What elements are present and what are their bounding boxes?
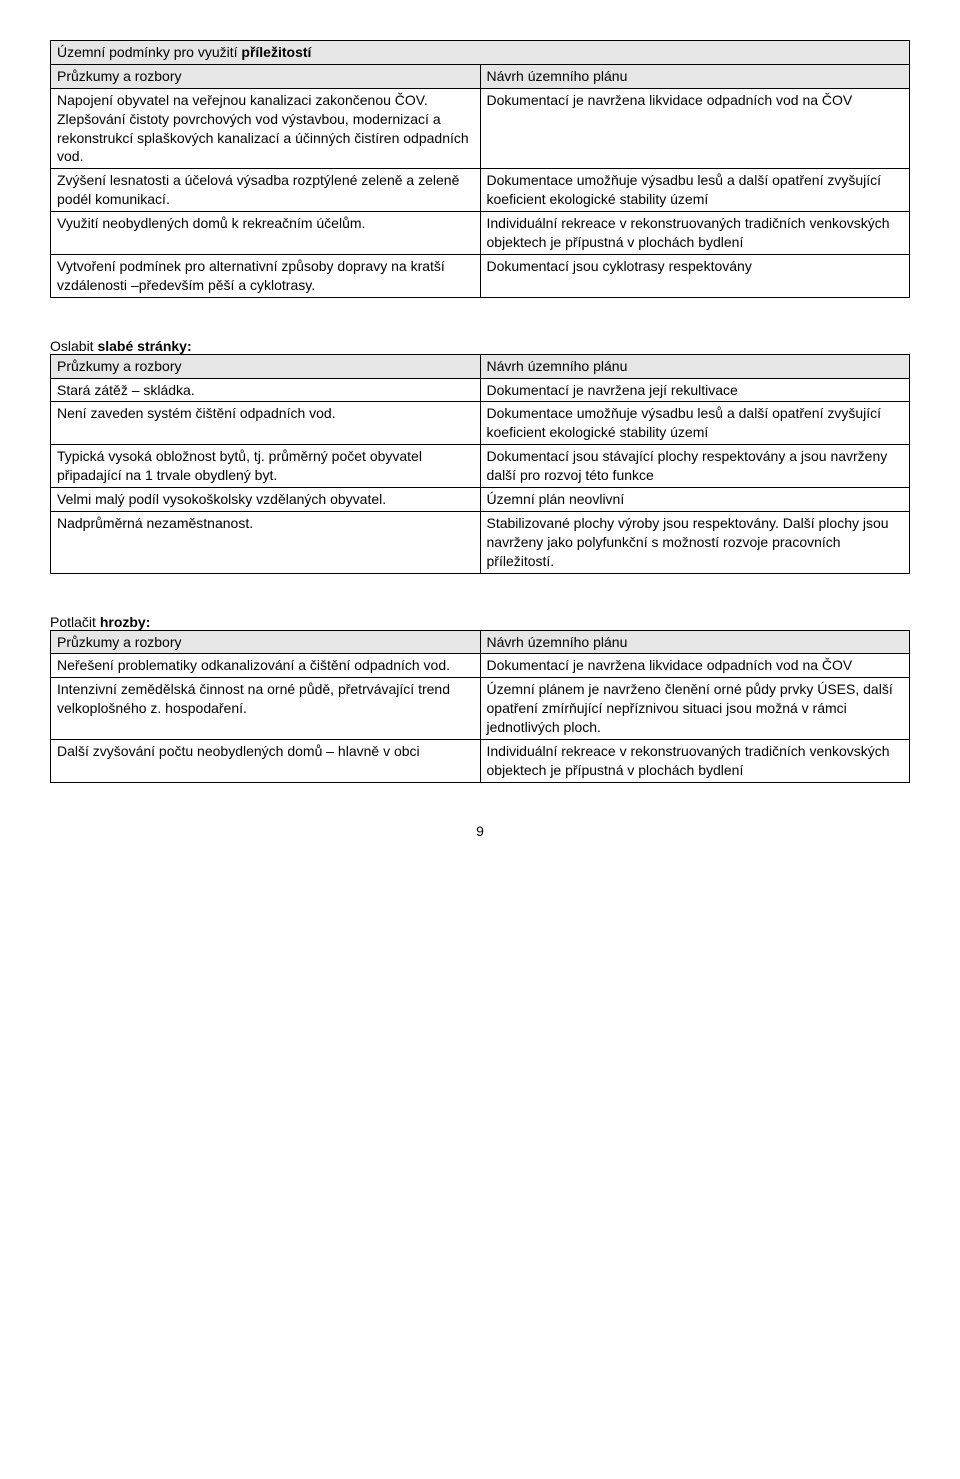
table-cell: Dokumentací je navržena její rekultivace — [480, 378, 910, 402]
table-cell: Neřešení problematiky odkanalizování a č… — [51, 654, 481, 678]
table3-header-left: Průzkumy a rozbory — [51, 630, 481, 654]
table-cell: Vytvoření podmínek pro alternativní způs… — [51, 254, 481, 297]
table-cell: Využití neobydlených domů k rekreačním ú… — [51, 212, 481, 255]
table-cell: Dokumentací jsou stávající plochy respek… — [480, 445, 910, 488]
table3-header-right: Návrh územního plánu — [480, 630, 910, 654]
table-cell: Dokumentace umožňuje výsadbu lesů a dalš… — [480, 402, 910, 445]
table-cell: Dokumentací je navržena likvidace odpadn… — [480, 654, 910, 678]
table3-heading: Potlačit hrozby: — [50, 614, 910, 630]
table2-heading: Oslabit slabé stránky: — [50, 338, 910, 354]
table-cell: Individuální rekreace v rekonstruovaných… — [480, 212, 910, 255]
table-cell: Stabilizované plochy výroby jsou respekt… — [480, 511, 910, 573]
table1-header-left: Průzkumy a rozbory — [51, 64, 481, 88]
table-threats: Průzkumy a rozbory Návrh územního plánu … — [50, 630, 910, 783]
table-cell: Intenzivní zemědělská činnost na orné pů… — [51, 678, 481, 740]
table2-header-right: Návrh územního plánu — [480, 354, 910, 378]
table1-header-right: Návrh územního plánu — [480, 64, 910, 88]
table-cell: Územní plánem je navrženo členění orné p… — [480, 678, 910, 740]
table-cell: Další zvyšování počtu neobydlených domů … — [51, 740, 481, 783]
table1-title: Územní podmínky pro využití příležitostí — [51, 41, 910, 65]
table-cell: Stará zátěž – skládka. — [51, 378, 481, 402]
page-number: 9 — [50, 823, 910, 839]
table-cell: Napojení obyvatel na veřejnou kanalizaci… — [51, 88, 481, 169]
table-cell: Velmi malý podíl vysokoškolsky vzdělanýc… — [51, 488, 481, 512]
table-cell: Zvýšení lesnatosti a účelová výsadba roz… — [51, 169, 481, 212]
table-cell: Dokumentací je navržena likvidace odpadn… — [480, 88, 910, 169]
table-cell: Není zaveden systém čištění odpadních vo… — [51, 402, 481, 445]
table-cell: Dokumentací jsou cyklotrasy respektovány — [480, 254, 910, 297]
table-opportunities: Územní podmínky pro využití příležitostí… — [50, 40, 910, 298]
table-cell: Individuální rekreace v rekonstruovaných… — [480, 740, 910, 783]
table-cell: Územní plán neovlivní — [480, 488, 910, 512]
table2-header-left: Průzkumy a rozbory — [51, 354, 481, 378]
table-cell: Nadprůměrná nezaměstnanost. — [51, 511, 481, 573]
table-weaknesses: Průzkumy a rozbory Návrh územního plánu … — [50, 354, 910, 574]
table-cell: Dokumentace umožňuje výsadbu lesů a dalš… — [480, 169, 910, 212]
table-cell: Typická vysoká obložnost bytů, tj. průmě… — [51, 445, 481, 488]
